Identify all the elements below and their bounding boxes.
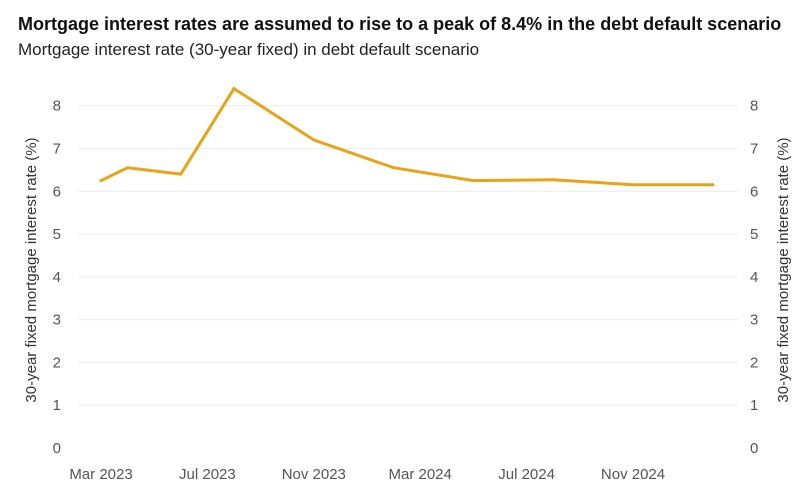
y-tick-label-left: 2: [53, 354, 61, 371]
y-tick-label-right: 5: [750, 226, 758, 243]
data-point: [232, 87, 236, 91]
x-tick-label: Nov 2023: [282, 466, 346, 483]
y-tick-label-right: 0: [750, 440, 758, 457]
y-tick-label-left: 7: [53, 140, 61, 157]
data-point: [551, 178, 555, 182]
x-tick-label: Jul 2023: [179, 466, 236, 483]
y-tick-label-left: 3: [53, 312, 61, 329]
y-axis-right: 0 1 2 3 4 5 6 7 8: [750, 98, 758, 457]
x-tick-label: Nov 2024: [601, 466, 665, 483]
y-tick-label-right: 7: [750, 140, 758, 157]
y-tick-label-left: 6: [53, 183, 61, 200]
y-tick-label-right: 1: [750, 397, 758, 414]
data-point: [471, 179, 475, 183]
data-point: [392, 166, 396, 170]
data-point: [312, 138, 316, 142]
data-point: [99, 179, 103, 183]
y-tick-label-left: 1: [53, 397, 61, 414]
y-tick-label-left: 5: [53, 226, 61, 243]
y-axis-left: 0 1 2 3 4 5 6 7 8: [53, 98, 61, 457]
data-point: [126, 166, 130, 170]
chart-title: Mortgage interest rates are assumed to r…: [18, 14, 782, 34]
y-axis-label-right: 30-year fixed mortgage interest rate (%): [775, 137, 792, 402]
y-axis-label-left: 30-year fixed mortgage interest rate (%): [23, 137, 40, 402]
y-tick-label-right: 6: [750, 183, 758, 200]
x-tick-label: Jul 2024: [498, 466, 555, 483]
y-tick-label-left: 8: [53, 98, 61, 115]
data-point: [711, 183, 715, 187]
y-tick-label-right: 8: [750, 98, 758, 115]
y-tick-label-right: 2: [750, 354, 758, 371]
y-tick-label-right: 4: [750, 269, 758, 286]
y-tick-label-left: 0: [53, 440, 61, 457]
y-tick-label-right: 3: [750, 312, 758, 329]
series-line: [99, 87, 715, 187]
x-axis: Mar 2023 Jul 2023 Nov 2023 Mar 2024 Jul 2024…: [69, 466, 665, 483]
y-tick-label-left: 4: [53, 269, 61, 286]
x-tick-label: Mar 2024: [389, 466, 452, 483]
chart-subtitle: Mortgage interest rate (30-year fixed) i…: [18, 40, 480, 59]
gridlines: [78, 105, 738, 406]
series-group: [99, 87, 715, 187]
data-point: [631, 183, 635, 187]
x-tick-label: Mar 2023: [69, 466, 132, 483]
data-point: [179, 172, 183, 176]
